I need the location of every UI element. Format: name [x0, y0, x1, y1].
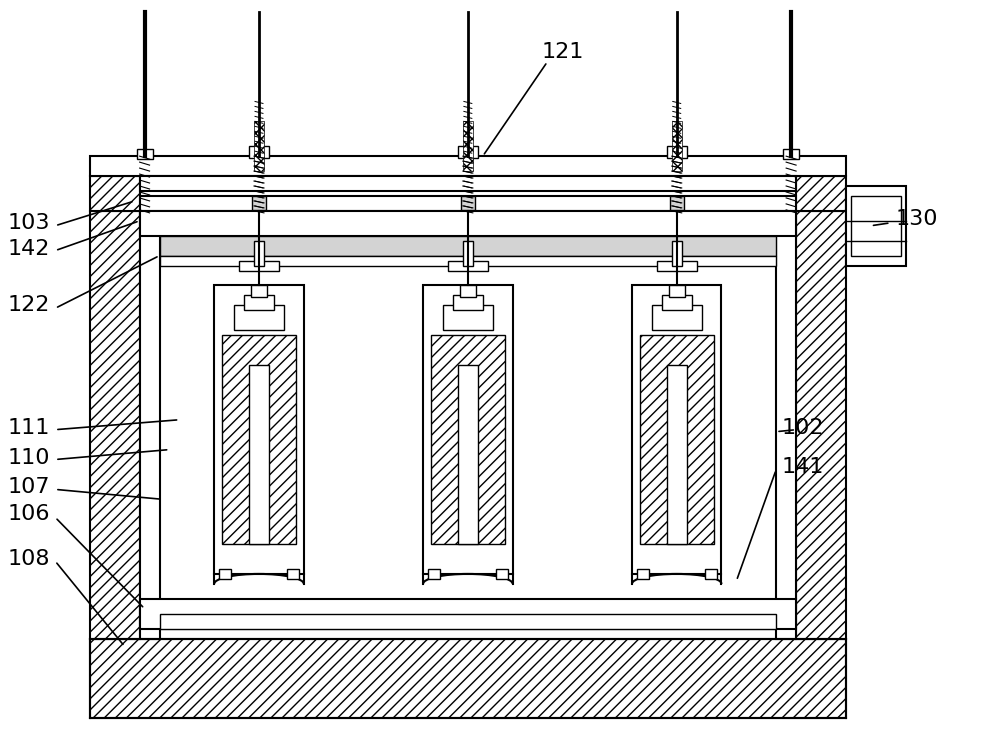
- Text: 130: 130: [896, 209, 938, 229]
- Bar: [662, 295, 692, 310]
- Bar: [652, 305, 702, 330]
- Bar: [428, 569, 440, 579]
- Bar: [851, 196, 901, 256]
- Bar: [496, 569, 508, 579]
- Bar: [160, 256, 776, 266]
- Bar: [632, 286, 721, 574]
- Bar: [640, 336, 714, 544]
- Bar: [137, 150, 153, 159]
- Bar: [140, 196, 796, 211]
- Bar: [140, 599, 796, 629]
- Bar: [140, 211, 796, 236]
- Bar: [846, 186, 906, 266]
- Bar: [90, 638, 846, 718]
- Bar: [796, 211, 846, 638]
- Bar: [460, 286, 476, 298]
- Bar: [705, 569, 717, 579]
- Bar: [423, 286, 513, 574]
- Bar: [90, 211, 140, 638]
- Bar: [463, 241, 473, 266]
- Bar: [249, 365, 269, 544]
- Bar: [249, 147, 269, 158]
- Bar: [458, 147, 478, 158]
- Bar: [222, 336, 296, 544]
- Bar: [160, 236, 776, 256]
- Bar: [239, 260, 279, 271]
- Bar: [252, 196, 266, 210]
- Bar: [667, 365, 687, 544]
- Text: 111: 111: [8, 417, 50, 437]
- Bar: [672, 121, 682, 171]
- Text: 103: 103: [8, 213, 50, 233]
- Bar: [234, 305, 284, 330]
- Bar: [672, 241, 682, 266]
- Bar: [453, 295, 483, 310]
- Bar: [667, 147, 687, 158]
- Bar: [448, 260, 488, 271]
- Bar: [637, 569, 649, 579]
- Bar: [443, 305, 493, 330]
- Text: 107: 107: [8, 478, 50, 498]
- Text: 110: 110: [8, 448, 50, 467]
- Bar: [463, 121, 473, 171]
- Bar: [657, 260, 697, 271]
- Text: 106: 106: [8, 504, 50, 525]
- Bar: [783, 150, 799, 159]
- Text: 142: 142: [8, 239, 50, 259]
- Bar: [90, 156, 846, 176]
- Bar: [160, 614, 776, 629]
- Bar: [140, 176, 796, 191]
- Text: 141: 141: [781, 458, 824, 478]
- Bar: [90, 176, 140, 211]
- Bar: [251, 286, 267, 298]
- Bar: [796, 176, 846, 211]
- Text: 122: 122: [8, 295, 50, 315]
- Bar: [214, 286, 304, 574]
- Bar: [287, 569, 299, 579]
- Bar: [461, 196, 475, 210]
- Text: 121: 121: [541, 42, 584, 62]
- Bar: [670, 196, 684, 210]
- Bar: [140, 211, 160, 638]
- Bar: [244, 295, 274, 310]
- Text: 102: 102: [781, 417, 824, 437]
- Bar: [219, 569, 231, 579]
- Bar: [431, 336, 505, 544]
- Bar: [254, 241, 264, 266]
- Text: 108: 108: [8, 549, 50, 569]
- Bar: [254, 121, 264, 171]
- Bar: [669, 286, 685, 298]
- Bar: [776, 211, 796, 638]
- Bar: [458, 365, 478, 544]
